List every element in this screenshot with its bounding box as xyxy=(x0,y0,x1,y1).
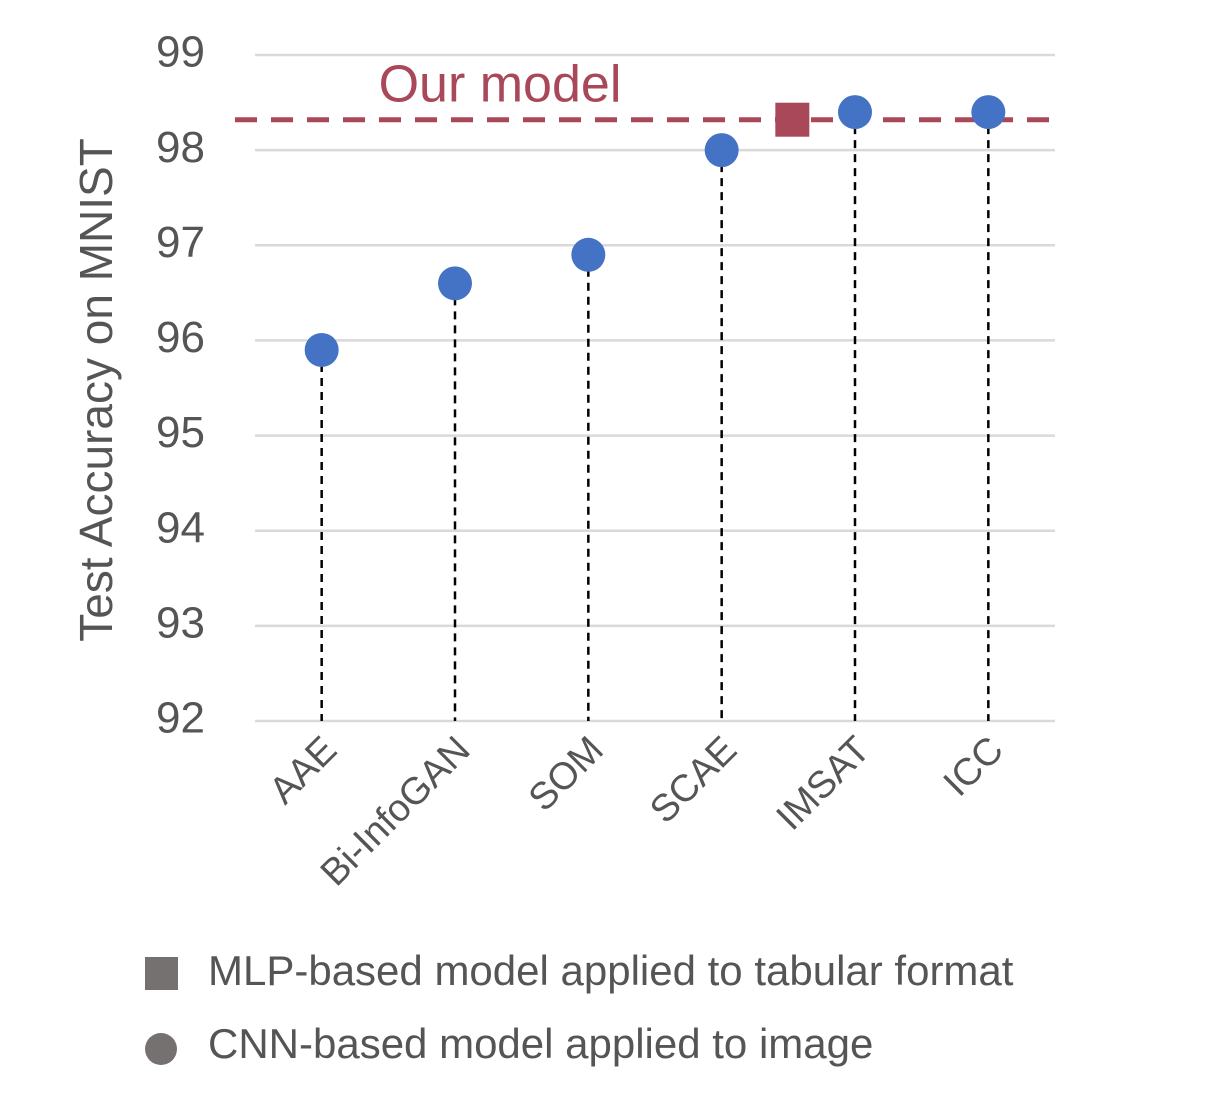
legend-label: MLP-based model applied to tabular forma… xyxy=(208,947,1014,994)
legend-marker xyxy=(145,1033,177,1065)
y-tick-label: 92 xyxy=(156,694,205,743)
legend-label: CNN-based model applied to image xyxy=(208,1020,873,1067)
x-tick-label: SOM xyxy=(521,729,612,820)
reference-marker xyxy=(775,102,810,137)
point xyxy=(571,237,606,272)
legend-marker xyxy=(145,957,178,990)
y-tick-label: 99 xyxy=(156,28,205,77)
point xyxy=(304,332,339,367)
x-tick-label: AAE xyxy=(262,729,345,812)
x-tick-label: ICC xyxy=(936,729,1012,805)
y-tick-label: 98 xyxy=(156,123,205,172)
x-tick-label: SCAE xyxy=(642,729,745,832)
reference-label: Our model xyxy=(379,56,622,114)
point xyxy=(438,266,472,301)
y-tick-label: 95 xyxy=(156,408,205,457)
y-tick-label: 93 xyxy=(156,598,205,647)
x-tick-label: IMSAT xyxy=(769,729,879,839)
y-tick-label: 96 xyxy=(156,313,205,362)
y-tick-label: 94 xyxy=(156,503,205,552)
point xyxy=(838,95,872,130)
y-tick-label: 97 xyxy=(156,218,205,267)
y-axis-label: Test Accuracy on MNIST xyxy=(70,138,122,642)
point xyxy=(971,95,1006,130)
point xyxy=(704,133,739,168)
